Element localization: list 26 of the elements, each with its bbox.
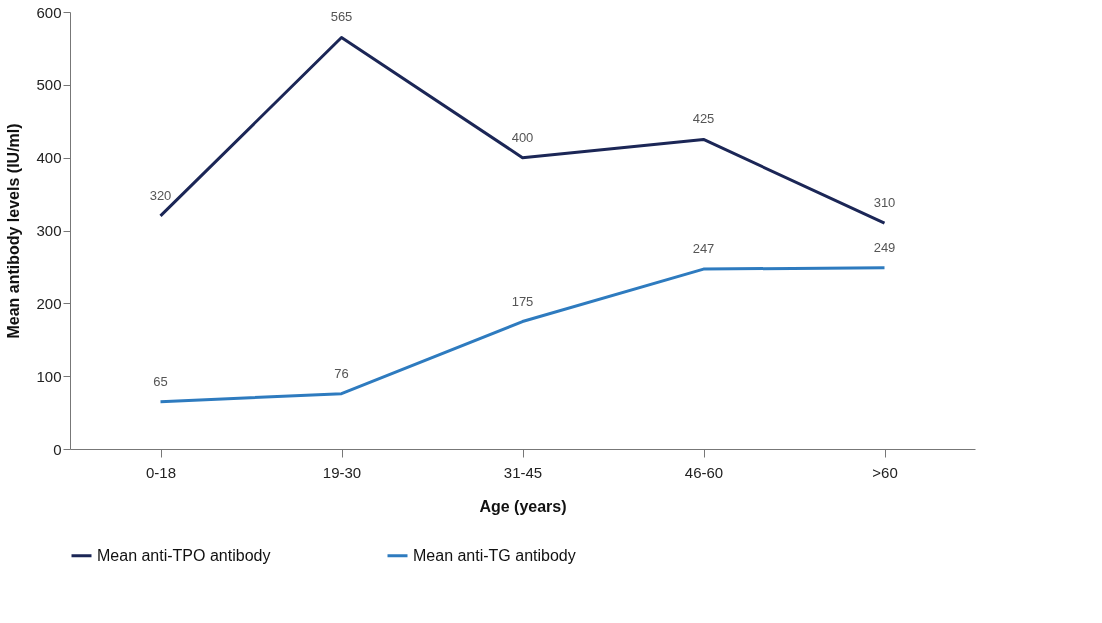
y-tick-label: 600 <box>36 3 62 21</box>
y-tick-label: 100 <box>36 367 62 385</box>
data-label: 175 <box>511 293 534 309</box>
x-tick-label: >60 <box>872 463 898 481</box>
x-tick-label: 46-60 <box>684 463 724 481</box>
x-axis-title: Age (years) <box>479 497 567 515</box>
data-label: 425 <box>692 111 715 127</box>
y-tick-label: 400 <box>36 149 62 167</box>
legend-label: Mean anti-TG antibody <box>413 546 576 564</box>
data-label: 400 <box>511 129 534 145</box>
data-label: 249 <box>873 239 896 255</box>
y-tick-label: 0 <box>53 440 62 458</box>
data-label: 565 <box>330 9 353 25</box>
data-label: 247 <box>692 241 715 257</box>
x-tick-label: 19-30 <box>322 463 362 481</box>
x-tick-label: 31-45 <box>503 463 543 481</box>
y-tick-label: 300 <box>36 222 62 239</box>
data-label: 76 <box>334 365 349 381</box>
y-axis-title: Mean antibody levels (IU/ml) <box>5 123 23 339</box>
data-label: 65 <box>153 373 168 389</box>
data-label: 310 <box>873 195 896 211</box>
x-tick-label: 0-18 <box>145 463 177 481</box>
y-tick-label: 500 <box>36 76 62 94</box>
y-tick-label: 200 <box>36 294 62 312</box>
data-label: 320 <box>149 187 172 203</box>
legend-label: Mean anti-TPO antibody <box>97 546 271 564</box>
